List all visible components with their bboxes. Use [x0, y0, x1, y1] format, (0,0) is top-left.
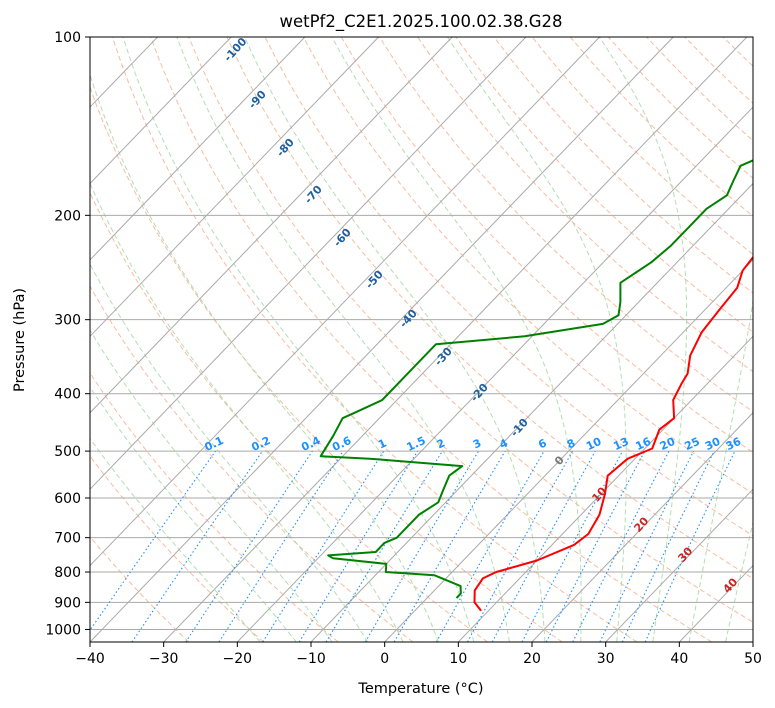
mixing-ratio-label: 20	[658, 435, 678, 453]
mixing-ratio-label: 16	[634, 435, 654, 453]
dry-adiabat-line	[761, 37, 775, 642]
dry-adiabat-line	[90, 191, 488, 642]
x-axis-title: Temperature (°C)	[357, 681, 483, 697]
x-tick-label: −20	[223, 651, 253, 667]
dewpoint-profile	[319, 159, 753, 599]
isotherm-line	[310, 182, 753, 642]
y-axis-title: Pressure (hPa)	[12, 288, 28, 392]
y-tick-label: 200	[54, 208, 81, 224]
dry-adiabat-line	[226, 37, 753, 580]
y-tick-label: 600	[54, 491, 81, 507]
moist-adiabat-line	[244, 37, 546, 642]
dry-adiabat-line	[340, 37, 753, 453]
moist-adiabat-line	[688, 297, 753, 642]
x-axis-ticks: −40 −30 −20 −10 0 10 20 30 40 50	[75, 642, 762, 667]
mixing-ratio-label: 36	[724, 435, 744, 453]
x-tick-label: 50	[744, 651, 762, 667]
isotherm-line	[90, 37, 600, 567]
dry-adiabat-line	[90, 536, 190, 642]
profile-lines	[319, 159, 753, 612]
x-tick-label: 0	[380, 651, 389, 667]
isotherm-line	[90, 37, 674, 642]
isotherm-line	[90, 37, 379, 338]
isotherm-line	[236, 106, 753, 642]
background-lines	[0, 37, 775, 642]
mixing-ratio-label: 30	[703, 435, 723, 453]
y-tick-label: 900	[54, 595, 81, 611]
moist-adiabat-line	[90, 437, 261, 642]
isotherm-line	[605, 488, 753, 642]
x-tick-label: 20	[523, 651, 541, 667]
isotherm-line	[90, 37, 232, 185]
moist-adiabat-line	[90, 182, 404, 642]
x-tick-label: 40	[670, 651, 688, 667]
mixing-ratio-line	[298, 450, 419, 642]
mixing-ratio-line	[491, 450, 596, 642]
moist-adiabat-line	[90, 73, 439, 642]
mixing-ratio-line	[218, 450, 344, 642]
y-tick-label: 300	[54, 313, 81, 329]
x-tick-label: −10	[296, 651, 326, 667]
plot-background	[90, 37, 753, 642]
mixing-ratio-line	[435, 450, 545, 642]
temperature-profile	[473, 255, 753, 612]
moist-adiabat-line	[447, 37, 627, 642]
dry-adiabat-line	[90, 85, 563, 642]
mixing-ratio-line	[90, 450, 217, 632]
isotherm-line	[90, 37, 306, 261]
isotherm-line	[384, 259, 753, 642]
moist-adiabat-line	[90, 329, 333, 642]
y-tick-label: 1000	[45, 622, 81, 638]
moist-adiabat-line	[331, 37, 582, 642]
mixing-ratio-label: 10	[584, 435, 604, 453]
mixing-ratio-label: 13	[611, 435, 630, 453]
moist-adiabat-line	[598, 37, 688, 642]
isotherm-line	[90, 37, 453, 414]
y-tick-label: 500	[54, 444, 81, 460]
y-axis-ticks: 100 200 300 400 500 600 700 800 900 1000	[45, 30, 90, 638]
isotherm-line	[457, 335, 753, 642]
mixing-ratio-line	[185, 450, 313, 642]
mixing-ratio-line	[599, 450, 695, 642]
mixing-ratio-line	[262, 450, 385, 642]
isotherm-line	[0, 37, 10, 642]
moist-adiabat-line	[90, 263, 369, 642]
moist-adiabat-line	[90, 386, 297, 642]
mixing-ratio-line	[572, 450, 670, 642]
mixing-ratio-line	[467, 450, 574, 642]
y-tick-label: 700	[54, 531, 81, 547]
dry-adiabat-line	[417, 37, 753, 373]
y-tick-label: 100	[54, 30, 81, 46]
dry-adiabat-line	[188, 37, 753, 623]
mixing-ratio-line	[131, 450, 263, 642]
isotherm-line	[163, 37, 748, 642]
x-tick-label: 30	[597, 651, 615, 667]
y-tick-label: 800	[54, 565, 81, 581]
moist-adiabat-line	[725, 520, 753, 642]
y-tick-label: 400	[54, 387, 81, 403]
plot-frame	[89, 36, 754, 643]
x-tick-label: 10	[449, 651, 467, 667]
mixing-ratio-line	[325, 450, 443, 642]
chart-title: wetPf2_C2E1.2025.100.02.38.G28	[279, 12, 562, 32]
isotherm-line	[531, 412, 753, 642]
x-tick-label: −40	[75, 651, 105, 667]
mixing-ratio-label: 25	[683, 435, 702, 453]
dry-adiabat-line	[150, 37, 712, 642]
x-tick-label: −30	[149, 651, 179, 667]
dry-adiabat-line	[90, 372, 339, 642]
moist-adiabat-line	[176, 37, 510, 642]
isotherm-line	[90, 37, 527, 490]
dry-adiabat-line	[455, 37, 753, 333]
dry-adiabat-line	[111, 37, 638, 642]
isotherm-line	[752, 641, 753, 642]
moist-adiabat-line	[122, 37, 475, 642]
